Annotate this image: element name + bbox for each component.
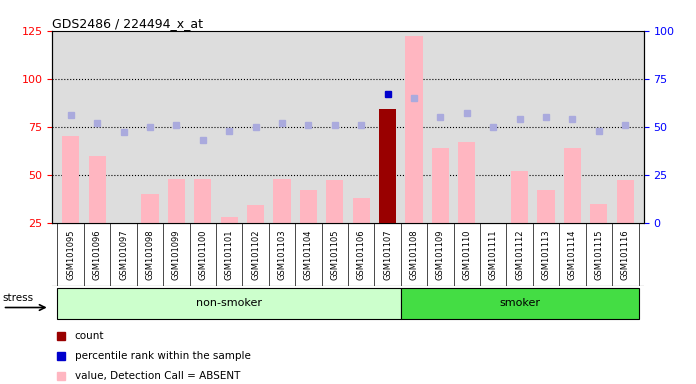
Text: GSM101097: GSM101097 bbox=[119, 229, 128, 280]
Text: GSM101098: GSM101098 bbox=[145, 229, 155, 280]
Text: smoker: smoker bbox=[499, 298, 540, 308]
Text: GSM101101: GSM101101 bbox=[225, 229, 234, 280]
Text: GDS2486 / 224494_x_at: GDS2486 / 224494_x_at bbox=[52, 17, 203, 30]
Bar bbox=[326, 180, 343, 271]
Text: count: count bbox=[74, 331, 104, 341]
Text: percentile rank within the sample: percentile rank within the sample bbox=[74, 351, 251, 361]
Bar bbox=[617, 180, 634, 271]
Bar bbox=[88, 156, 106, 271]
Bar bbox=[590, 204, 608, 271]
Text: GSM101105: GSM101105 bbox=[331, 229, 339, 280]
Bar bbox=[401, 288, 638, 319]
Text: GSM101104: GSM101104 bbox=[304, 229, 313, 280]
Text: GSM101107: GSM101107 bbox=[383, 229, 392, 280]
Bar bbox=[168, 179, 185, 271]
Bar bbox=[353, 198, 370, 271]
Text: non-smoker: non-smoker bbox=[196, 298, 262, 308]
Text: GSM101103: GSM101103 bbox=[278, 229, 287, 280]
Bar bbox=[300, 190, 317, 271]
Text: GSM101102: GSM101102 bbox=[251, 229, 260, 280]
Bar bbox=[58, 288, 401, 319]
Text: GSM101116: GSM101116 bbox=[621, 229, 630, 280]
Bar bbox=[247, 205, 264, 271]
Text: value, Detection Call = ABSENT: value, Detection Call = ABSENT bbox=[74, 371, 240, 381]
Bar bbox=[564, 148, 581, 271]
Bar bbox=[194, 179, 212, 271]
Bar bbox=[274, 179, 290, 271]
Bar bbox=[458, 142, 475, 271]
Bar bbox=[62, 136, 79, 271]
Bar bbox=[221, 217, 238, 271]
Bar bbox=[141, 194, 159, 271]
Text: GSM101106: GSM101106 bbox=[357, 229, 365, 280]
Text: GSM101111: GSM101111 bbox=[489, 229, 498, 280]
Text: GSM101113: GSM101113 bbox=[541, 229, 551, 280]
Bar bbox=[115, 223, 132, 271]
Text: GSM101115: GSM101115 bbox=[594, 229, 603, 280]
Text: GSM101096: GSM101096 bbox=[93, 229, 102, 280]
Text: GSM101108: GSM101108 bbox=[409, 229, 418, 280]
Bar bbox=[537, 190, 555, 271]
Bar bbox=[379, 109, 396, 271]
Text: GSM101095: GSM101095 bbox=[66, 229, 75, 280]
Bar bbox=[432, 148, 449, 271]
Text: GSM101110: GSM101110 bbox=[462, 229, 471, 280]
Bar bbox=[511, 171, 528, 271]
Bar bbox=[484, 223, 502, 271]
Text: GSM101109: GSM101109 bbox=[436, 229, 445, 280]
Text: GSM101099: GSM101099 bbox=[172, 229, 181, 280]
Bar bbox=[406, 36, 422, 271]
Text: GSM101112: GSM101112 bbox=[515, 229, 524, 280]
Text: stress: stress bbox=[3, 293, 33, 303]
Text: GSM101114: GSM101114 bbox=[568, 229, 577, 280]
Text: GSM101100: GSM101100 bbox=[198, 229, 207, 280]
